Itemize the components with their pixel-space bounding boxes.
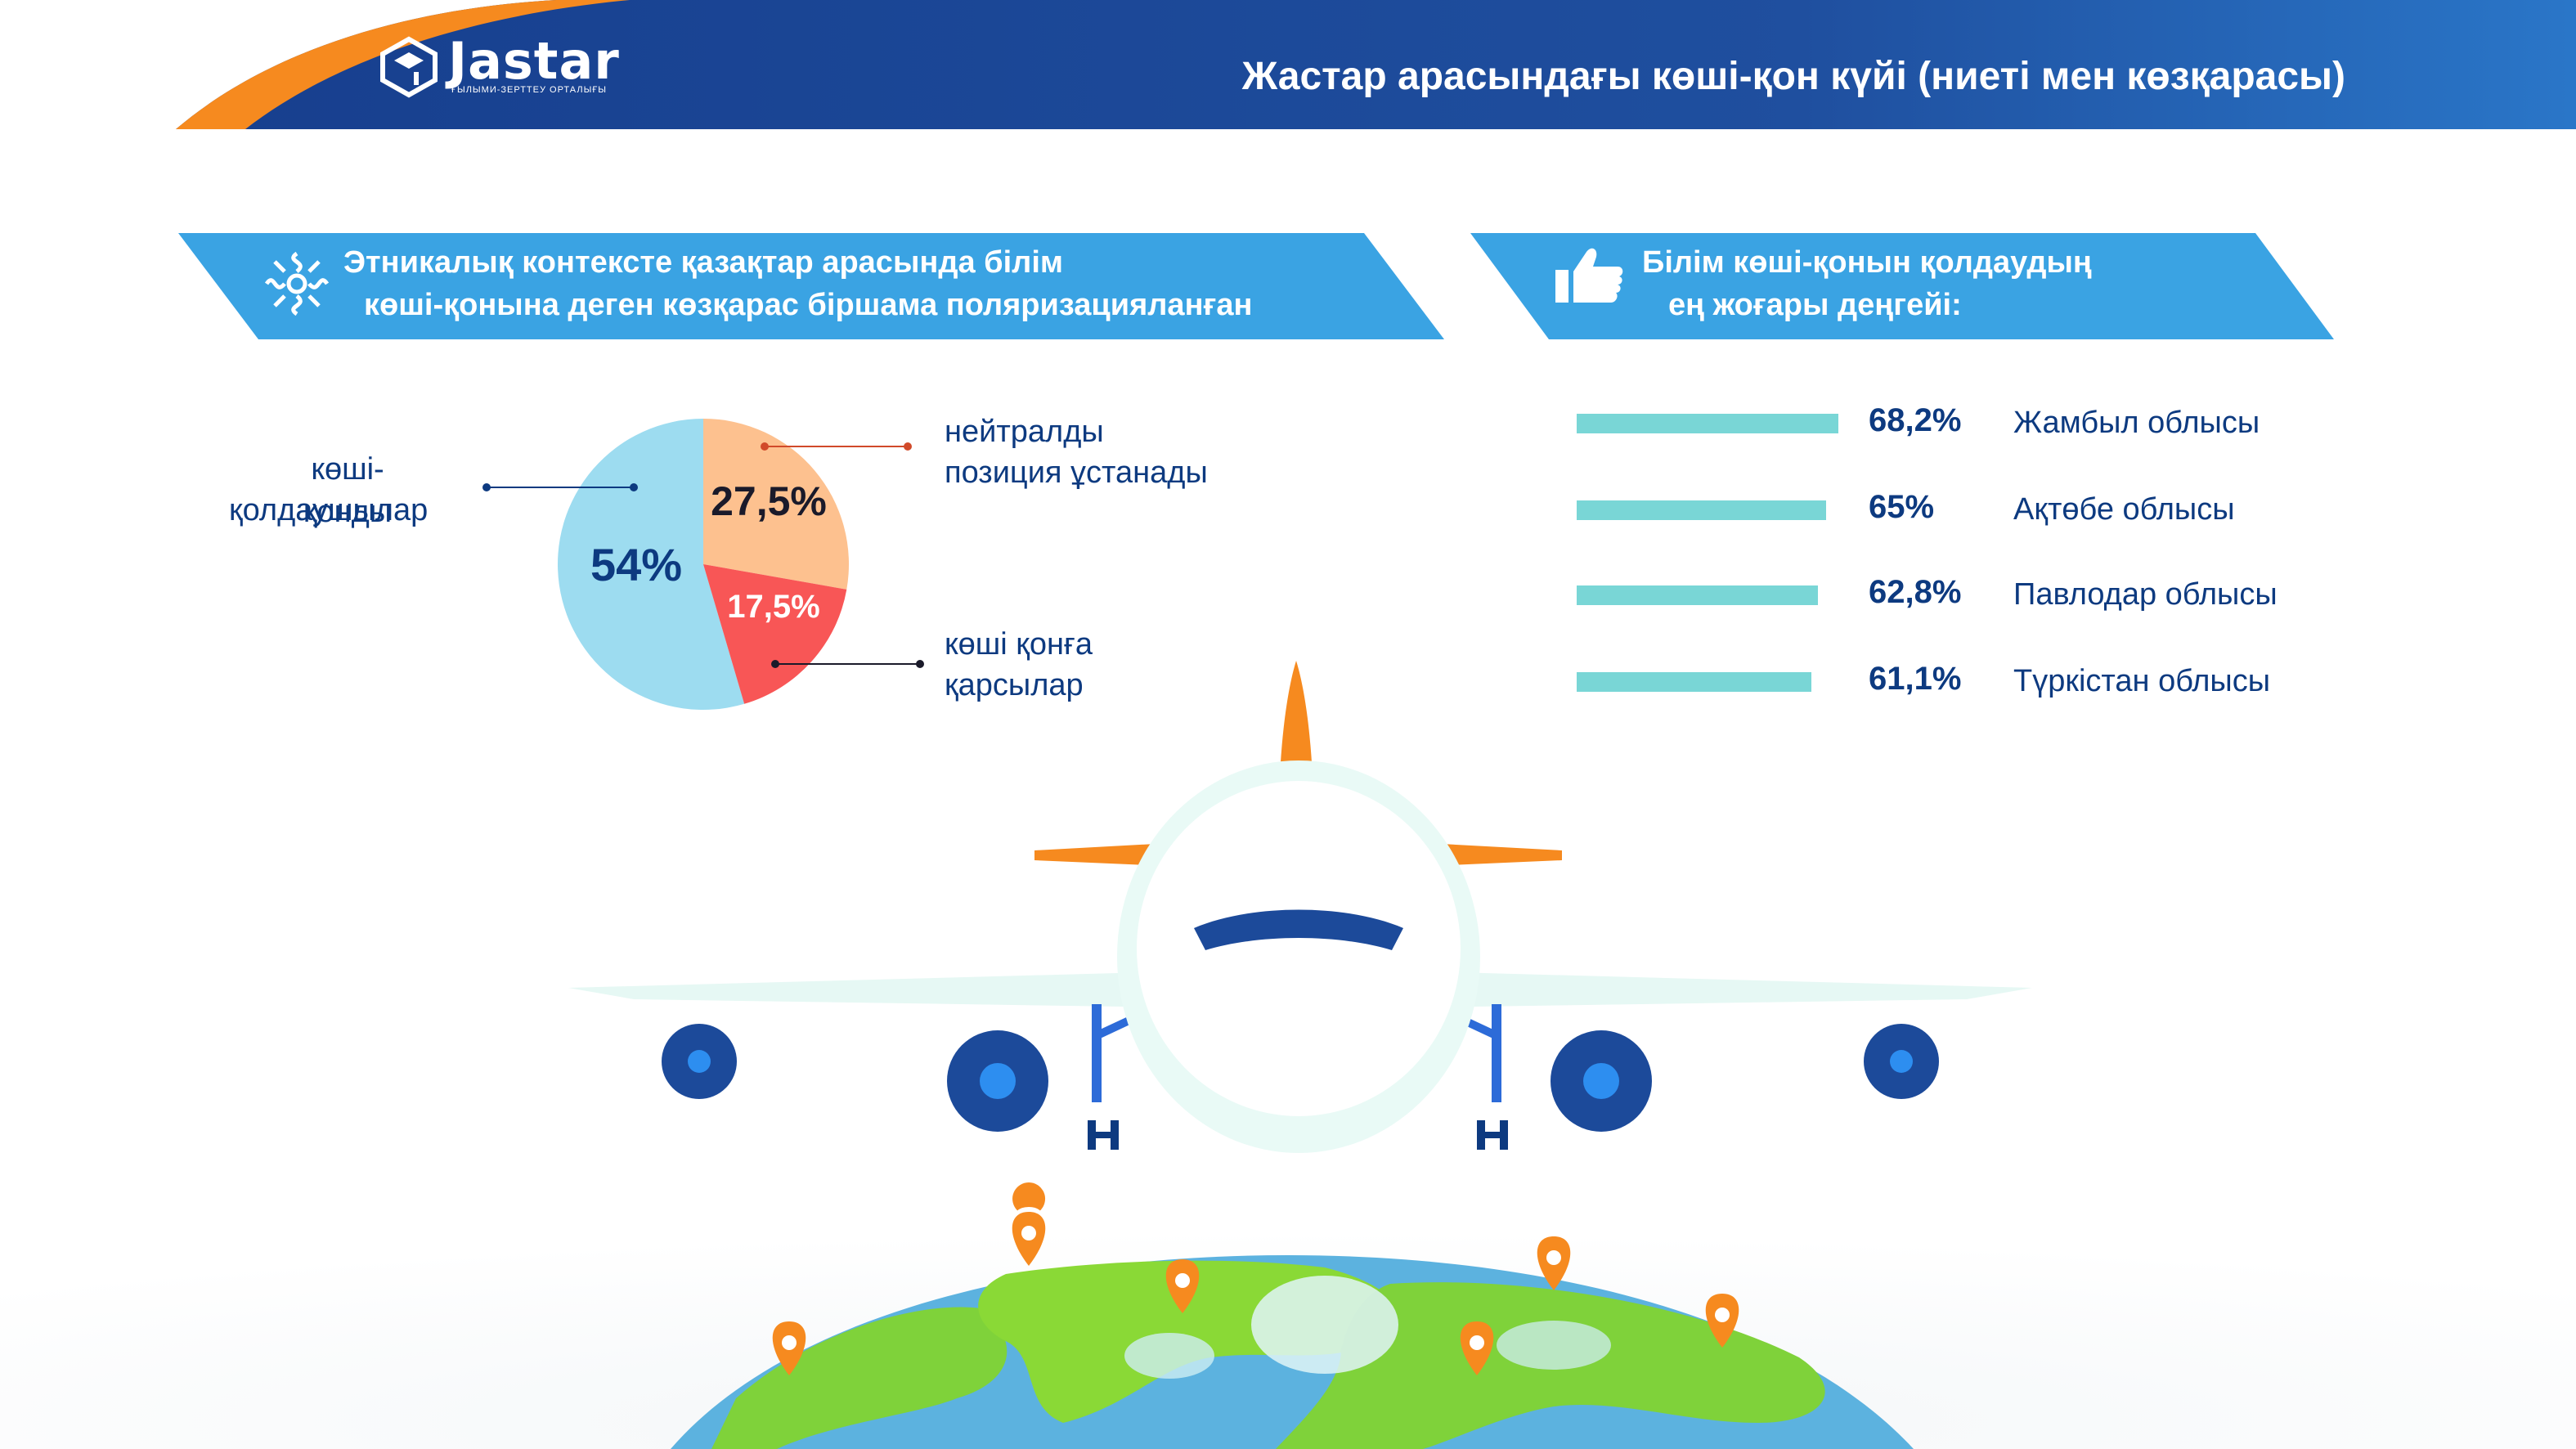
region-name: Павлодар облысы	[2013, 577, 2278, 612]
right-banner-background	[1470, 233, 2334, 339]
page-title: Жастар арасындағы көші-қон күйі (ниеті м…	[1241, 55, 2345, 98]
logo-icon	[380, 36, 438, 98]
region-percent: 68,2%	[1869, 402, 1962, 438]
pie-value-support: 54%	[590, 539, 682, 590]
logo-subtitle: ҒЫЛЫМИ-ЗЕРТТЕУ ОРТАЛЫҒЫ	[451, 85, 608, 95]
pie-label-support-line1: көші-қонды	[303, 452, 393, 529]
region-name: Ақтөбе облысы	[2013, 492, 2235, 527]
region-percent: 61,1%	[1869, 661, 1962, 697]
region-percent: 65%	[1869, 489, 1935, 525]
pie-label-support-line2: қолдаушылар	[229, 493, 429, 527]
left-banner-background	[178, 233, 1444, 339]
pie-label-against-line2: қарсылар	[945, 668, 1084, 702]
region-bar	[1577, 585, 1818, 605]
region-bar	[1577, 500, 1826, 520]
airplane-illustration	[568, 661, 2032, 1153]
pie-label-support: көші-қонды	[270, 448, 425, 533]
region-bar	[1577, 414, 1838, 433]
region-name: Жамбыл облысы	[2013, 406, 2260, 440]
header-bar: Jastar ҒЫЛЫМИ-ЗЕРТТЕУ ОРТАЛЫҒЫ Жастар ар…	[0, 0, 2576, 129]
left-banner-line2: көші-қонына деген көзқарас біршама поляр…	[364, 288, 1253, 322]
region-bar	[1577, 672, 1811, 692]
region-name: Түркістан облысы	[2013, 664, 2271, 698]
right-banner-line2: ең жоғары деңгейі:	[1668, 288, 1962, 322]
thumbs-up-icon	[1555, 248, 1623, 303]
pie-slice-support	[558, 419, 745, 710]
pie-value-neutral: 27,5%	[711, 478, 827, 524]
logo-text: Jastar	[448, 31, 620, 91]
pie-leader-lines	[482, 442, 924, 668]
pie-chart: 54% 27,5% 17,5%	[558, 419, 849, 710]
ornament-icon	[264, 251, 330, 316]
pie-slice-neutral	[703, 419, 849, 590]
pie-slice-against	[703, 564, 847, 704]
region-percent: 62,8%	[1869, 574, 1962, 610]
pie-label-against-line1: көші қонға	[945, 627, 1093, 662]
right-banner-line1: Білім көші-қонын қолдаудың	[1642, 245, 2092, 280]
globe-illustration	[0, 1178, 2576, 1449]
left-banner-line1: Этникалық контексте қазақтар арасында бі…	[343, 245, 1063, 280]
pie-value-against: 17,5%	[727, 589, 819, 625]
header-background	[0, 0, 2576, 129]
pie-label-neutral-line1: нейтралды	[945, 415, 1104, 449]
pie-label-neutral-line2: позиция ұстанады	[945, 455, 1208, 490]
map-pins	[772, 1212, 1739, 1375]
